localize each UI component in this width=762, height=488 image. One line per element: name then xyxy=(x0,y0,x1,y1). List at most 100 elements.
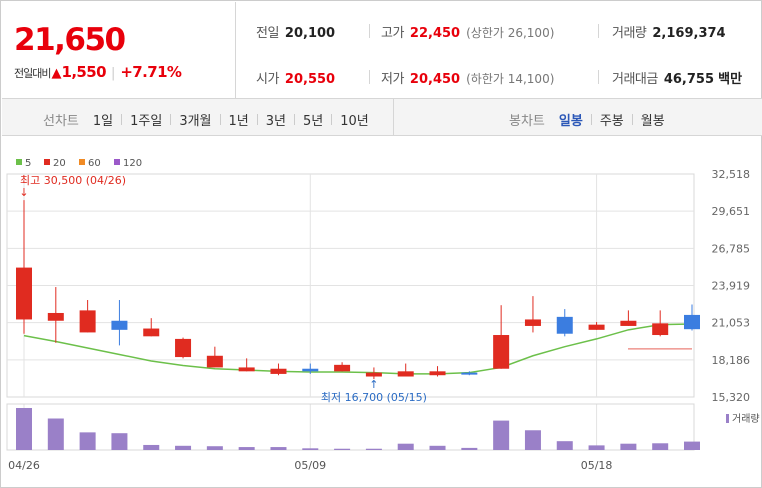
stat-divider xyxy=(598,24,599,38)
candle-body xyxy=(365,372,382,377)
volume-stat: 거래량 2,169,374 xyxy=(612,22,726,41)
line-chart-tabs: 선차트 1일 1주일 3개월 1년 3년 5년 10년 xyxy=(43,110,369,129)
candlestick-chart: 32,518 29,651 26,785 23,919 21,053 18,186 15,3… xyxy=(2,137,762,487)
open-stat: 시가 20,550 xyxy=(256,68,335,87)
x-tick-label: 05/09 xyxy=(294,459,326,472)
volume-bar xyxy=(47,418,64,450)
tab-10y[interactable]: 10년 xyxy=(340,114,369,129)
change-label: 전일대비 xyxy=(14,67,51,80)
low-stat: 저가 20,450 (하한가 14,100) xyxy=(381,68,554,87)
ma5-line xyxy=(23,323,693,375)
high-label: 고가 xyxy=(381,26,404,41)
candle-body xyxy=(429,371,446,376)
volume-bar xyxy=(429,445,446,450)
candle-body xyxy=(238,367,255,372)
candle-body xyxy=(47,312,64,321)
volume-bar xyxy=(16,408,32,450)
tab-3m[interactable]: 3개월 xyxy=(179,114,212,129)
tab-divider xyxy=(170,114,172,125)
y-tick-label: 15,320 xyxy=(712,391,751,404)
low-label: 저가 xyxy=(381,72,404,87)
price-summary: 21,650 전일대비 ▲ 1,550 | +7.71% 전일 20,100 고가… xyxy=(2,2,762,99)
volume-bar xyxy=(270,447,287,450)
stat-divider xyxy=(369,24,370,38)
volume-bar xyxy=(334,448,351,450)
y-tick-label: 21,053 xyxy=(712,317,751,330)
tab-divider xyxy=(331,114,333,125)
candle-body xyxy=(652,323,669,336)
change-percent: +7.71% xyxy=(120,63,182,81)
tab-divider xyxy=(294,114,295,125)
volume-value: 2,169,374 xyxy=(652,26,726,41)
tab-1d[interactable]: 1일 xyxy=(92,114,114,129)
volume-bar xyxy=(620,443,637,450)
open-label: 시가 xyxy=(256,72,279,87)
amount-value: 46,755 xyxy=(663,72,715,87)
volume-bar xyxy=(111,433,128,450)
volume-bar xyxy=(143,444,160,450)
legend-swatch xyxy=(16,159,22,165)
legend-swatch xyxy=(79,159,85,165)
candle-chart-tabs: 봉차트 일봉 주봉 월봉 xyxy=(509,110,665,129)
change-row: 전일대비 ▲ 1,550 | +7.71% xyxy=(14,63,182,81)
prev-close-stat: 전일 20,100 xyxy=(256,22,335,41)
x-tick-label: 05/18 xyxy=(581,459,613,472)
candle-body xyxy=(588,324,605,330)
volume-legend-swatch xyxy=(726,414,729,423)
legend-label: 5 xyxy=(25,158,31,169)
volume-bar xyxy=(238,447,255,450)
candle-body xyxy=(111,320,128,330)
low-annotation: 최저 16,700 (05/15) xyxy=(321,391,427,404)
change-value: 1,550 xyxy=(61,63,106,81)
tab-1y[interactable]: 1년 xyxy=(228,114,249,129)
candle-body xyxy=(684,314,700,330)
tab-3y[interactable]: 3년 xyxy=(265,114,286,129)
amount-label: 거래대금 xyxy=(612,72,658,87)
y-tick-label: 29,651 xyxy=(712,205,751,218)
legend-swatch xyxy=(44,159,50,165)
volume-bar xyxy=(365,448,382,450)
candle-body xyxy=(334,364,351,372)
volume-label: 거래량 xyxy=(612,26,647,41)
high-stat: 고가 22,450 (상한가 26,100) xyxy=(381,22,554,41)
low-arrow-icon: ↑ xyxy=(369,378,378,391)
candle-body xyxy=(397,371,414,377)
volume-bar xyxy=(652,443,669,450)
tab-divider xyxy=(590,114,592,125)
volume-bar xyxy=(397,443,414,450)
volume-panel-border xyxy=(6,403,695,451)
open-value: 20,550 xyxy=(284,72,336,87)
tab-divider xyxy=(256,114,258,125)
line-chart-label: 선차트 xyxy=(43,114,79,129)
high-arrow-icon: ↓ xyxy=(19,186,28,199)
current-price: 21,650 xyxy=(14,22,126,58)
candle-body xyxy=(206,355,223,368)
volume-bar xyxy=(206,446,223,450)
legend-label: 20 xyxy=(53,158,66,169)
tab-1w[interactable]: 1주일 xyxy=(130,114,163,129)
chart-svg: 32,518 29,651 26,785 23,919 21,053 18,186 15,3… xyxy=(6,158,760,472)
legend-label: 120 xyxy=(123,158,142,169)
y-tick-label: 26,785 xyxy=(712,242,751,255)
current-price-box: 21,650 전일대비 ▲ 1,550 | +7.71% xyxy=(2,2,236,98)
legend-swatch xyxy=(114,159,120,165)
candle-body xyxy=(270,368,287,374)
tab-group-divider xyxy=(393,99,394,135)
tab-5y[interactable]: 5년 xyxy=(303,114,324,129)
y-tick-label: 23,919 xyxy=(712,280,751,293)
tab-monthly[interactable]: 월봉 xyxy=(640,114,665,129)
upper-limit: (상한가 26,100) xyxy=(466,26,555,40)
candle-body xyxy=(620,320,637,326)
tab-weekly[interactable]: 주봉 xyxy=(599,114,624,129)
high-annotation: 최고 30,500 (04/26) xyxy=(20,174,126,187)
up-arrow-icon: ▲ xyxy=(51,66,62,81)
tab-daily[interactable]: 일봉 xyxy=(558,114,583,129)
amount-stat: 거래대금 46,755 백만 xyxy=(612,68,742,87)
volume-bar xyxy=(493,420,510,450)
y-tick-label: 18,186 xyxy=(712,354,751,367)
tab-divider xyxy=(631,114,633,125)
candle-body xyxy=(556,316,573,334)
volume-bar xyxy=(461,447,478,450)
volume-legend-label: 거래량 xyxy=(732,413,760,425)
prev-close-value: 20,100 xyxy=(284,26,336,41)
